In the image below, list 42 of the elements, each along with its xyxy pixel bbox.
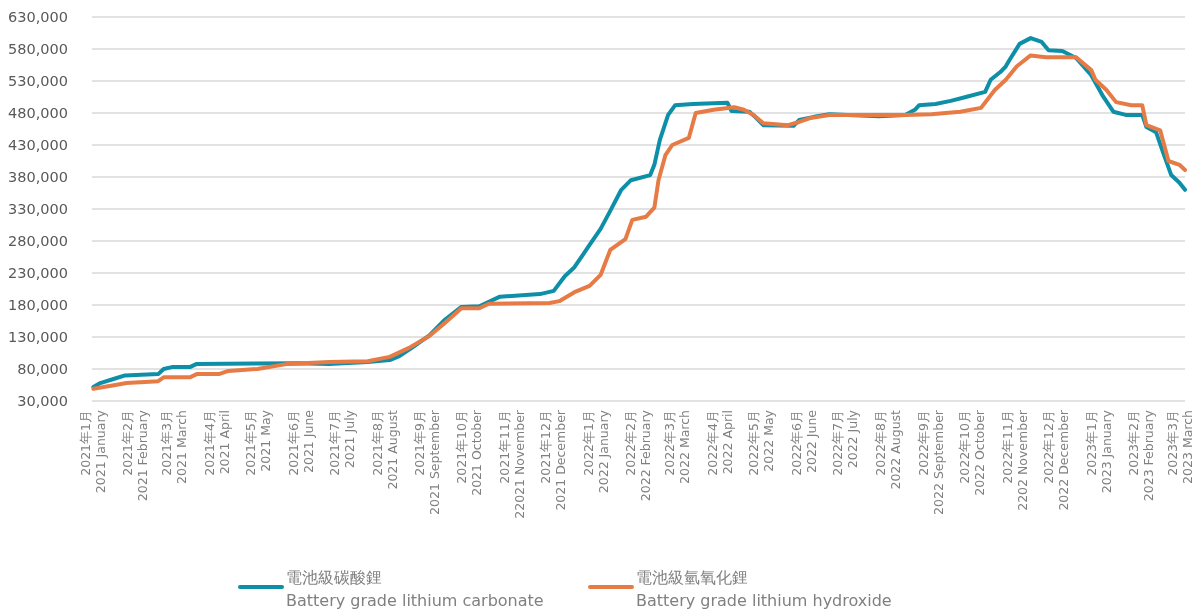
y-tick-label: 530,000 (8, 73, 68, 89)
x-tick-label: 2021年6月 2021 June (285, 409, 316, 476)
x-tick-label: 2021年1月 2021 January (77, 409, 108, 494)
x-tick-label: 2023年1月 2023 January (1083, 409, 1114, 494)
x-tick-label: 2022年3月 2022 March (661, 410, 692, 484)
x-tick-label: 2021年2月 2021 February (120, 409, 151, 502)
y-tick-label: 230,000 (8, 265, 68, 281)
x-tick-label: 2022年11月 2202 November (999, 409, 1030, 511)
x-tick-label: 2022年2月 2022 February (623, 409, 654, 502)
x-tick-label: 2023年3月 2023 March (1164, 410, 1193, 484)
x-tick-label: 2022年5月 2022 May (745, 409, 776, 476)
y-tick-label: 330,000 (8, 201, 68, 217)
x-tick-label: 2022年9月 2022 September (915, 409, 946, 515)
x-tick-label: 2021年8月 2021 August (369, 409, 400, 490)
y-tick-label: 580,000 (8, 41, 68, 57)
y-tick-label: 280,000 (8, 233, 68, 249)
x-tick-label: 2022年7月 2022 July (830, 409, 861, 476)
x-tick-label: 2023年2月 2023 February (1126, 409, 1157, 502)
y-tick-label: 430,000 (8, 137, 68, 153)
x-tick-label: 2021年9月 2021 September (412, 409, 443, 515)
x-tick-label: 2021年7月 2021 July (326, 409, 357, 476)
x-tick-label: 2022年8月 2022 August (872, 409, 903, 490)
x-tick-label: 2021年5月 2021 May (242, 409, 273, 476)
x-tick-label: 2022年4月 2022 April (704, 410, 735, 476)
legend-label: 電池級氫氧化鋰 Battery grade lithium hydroxide (636, 568, 892, 610)
x-tick-label: 2022年10月 2022 October (956, 409, 987, 496)
x-tick-label: 2021年11月 22021 November (496, 409, 527, 519)
y-tick-label: 180,000 (8, 297, 68, 313)
x-tick-label: 2021年3月 2021 March (158, 410, 189, 484)
y-tick-label: 130,000 (8, 329, 68, 345)
x-tick-label: 2021年12月 2021 December (537, 409, 568, 511)
y-tick-label: 480,000 (8, 105, 68, 121)
x-tick-label: 2022年6月 2022 June (788, 409, 819, 476)
x-tick-label: 2022年1月 2022 January (580, 409, 611, 494)
legend-label: 電池級碳酸鋰 Battery grade lithium carbonate (286, 568, 544, 610)
y-tick-label: 380,000 (8, 169, 68, 185)
x-tick-label: 2021年4月 2021 April (201, 410, 232, 476)
x-tick-label: 2022年12月 2022 December (1040, 409, 1071, 511)
x-tick-label: 2021年10月 2021 October (453, 409, 484, 496)
y-tick-label: 630,000 (8, 9, 68, 25)
y-tick-label: 80,000 (17, 361, 68, 377)
y-tick-label: 30,000 (17, 393, 68, 409)
